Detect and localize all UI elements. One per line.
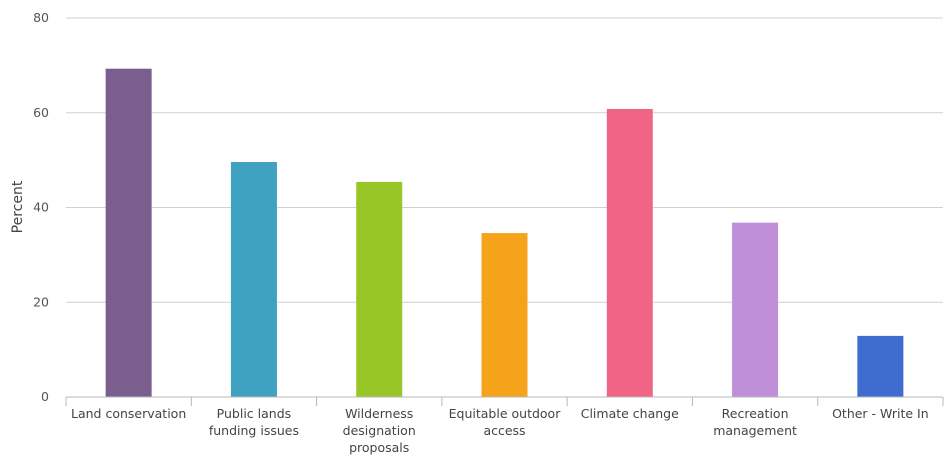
y-tick-label: 0: [41, 389, 49, 404]
bar[interactable]: [481, 233, 528, 397]
y-axis-title: Percent: [10, 180, 26, 233]
x-category-label: Other - Write In: [832, 406, 929, 421]
bar[interactable]: [606, 108, 653, 398]
bars: [105, 68, 904, 398]
x-category-label: Wilderness designation proposals: [343, 406, 416, 455]
bar[interactable]: [230, 162, 277, 397]
bar[interactable]: [105, 68, 152, 397]
x-category-label: Land conservation: [71, 406, 186, 421]
bar[interactable]: [732, 222, 779, 397]
bar[interactable]: [857, 335, 904, 397]
y-tick-label: 80: [33, 10, 49, 25]
y-tick-label: 60: [33, 105, 49, 120]
x-category-label: Public lands funding issues: [209, 406, 299, 438]
x-category-label: Climate change: [581, 406, 679, 421]
y-tick-label: 40: [33, 200, 49, 215]
x-category-label: Equitable outdoor access: [449, 406, 562, 438]
bar[interactable]: [356, 181, 403, 397]
y-tick-label: 20: [33, 294, 49, 309]
x-axis: Land conservation Public lands funding iss…: [65, 396, 944, 455]
x-category-label: Recreation management: [713, 406, 797, 438]
y-tick-labels: 0 20 40 60 80: [33, 10, 49, 404]
